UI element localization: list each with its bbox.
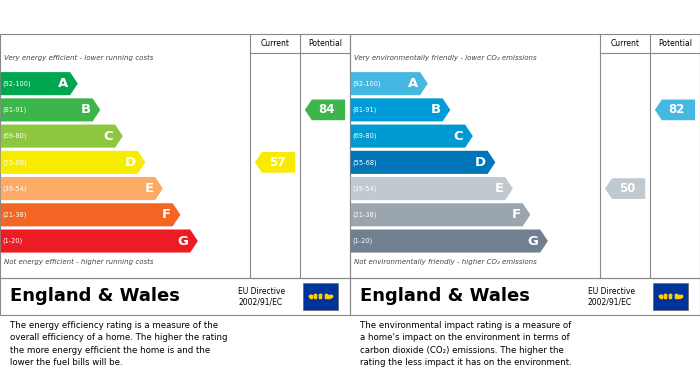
Polygon shape	[1, 98, 100, 122]
Bar	[302, 283, 337, 310]
Text: C: C	[454, 129, 463, 143]
Text: EU Directive: EU Directive	[588, 287, 635, 296]
Polygon shape	[351, 203, 531, 226]
Polygon shape	[655, 100, 695, 120]
Text: A: A	[58, 77, 69, 90]
Polygon shape	[351, 230, 548, 253]
Text: EU Directive: EU Directive	[238, 287, 285, 296]
Text: (81-91): (81-91)	[353, 107, 377, 113]
Text: Environmental Impact (CO₂) Rating: Environmental Impact (CO₂) Rating	[358, 11, 621, 24]
Text: Very environmentally friendly - lower CO₂ emissions: Very environmentally friendly - lower CO…	[354, 55, 536, 61]
Text: (1-20): (1-20)	[353, 238, 373, 244]
Text: The energy efficiency rating is a measure of the
overall efficiency of a home. T: The energy efficiency rating is a measur…	[10, 321, 228, 368]
Polygon shape	[351, 177, 513, 200]
Text: Current: Current	[610, 39, 640, 48]
Text: A: A	[408, 77, 419, 90]
Text: (92-100): (92-100)	[3, 81, 31, 87]
Polygon shape	[1, 230, 198, 253]
Text: G: G	[178, 235, 188, 248]
Polygon shape	[255, 152, 295, 173]
Polygon shape	[1, 151, 146, 174]
Text: Not energy efficient - higher running costs: Not energy efficient - higher running co…	[4, 259, 153, 265]
Text: (81-91): (81-91)	[3, 107, 27, 113]
Text: (21-38): (21-38)	[353, 212, 377, 218]
Text: C: C	[104, 129, 113, 143]
Text: (21-38): (21-38)	[3, 212, 27, 218]
Text: Potential: Potential	[308, 39, 342, 48]
Text: (39-54): (39-54)	[3, 185, 27, 192]
Text: (55-68): (55-68)	[353, 159, 377, 166]
Text: (92-100): (92-100)	[353, 81, 382, 87]
Polygon shape	[351, 151, 496, 174]
Text: Very energy efficient - lower running costs: Very energy efficient - lower running co…	[4, 55, 153, 61]
Text: (69-80): (69-80)	[3, 133, 27, 139]
Text: 84: 84	[318, 103, 335, 117]
Text: E: E	[144, 182, 153, 195]
Text: 2002/91/EC: 2002/91/EC	[588, 297, 632, 306]
Polygon shape	[1, 177, 163, 200]
Text: England & Wales: England & Wales	[10, 287, 181, 305]
Text: B: B	[430, 103, 441, 117]
Text: F: F	[162, 208, 171, 221]
Text: D: D	[475, 156, 486, 169]
Text: 57: 57	[269, 156, 285, 169]
Polygon shape	[605, 178, 645, 199]
Text: Current: Current	[260, 39, 290, 48]
Text: B: B	[80, 103, 91, 117]
Text: Not environmentally friendly - higher CO₂ emissions: Not environmentally friendly - higher CO…	[354, 259, 536, 265]
Text: (69-80): (69-80)	[353, 133, 377, 139]
Text: E: E	[494, 182, 503, 195]
Polygon shape	[351, 125, 472, 148]
Polygon shape	[1, 203, 181, 226]
Text: (1-20): (1-20)	[3, 238, 23, 244]
Text: The environmental impact rating is a measure of
a home's impact on the environme: The environmental impact rating is a mea…	[360, 321, 573, 368]
Text: 50: 50	[619, 182, 635, 195]
Polygon shape	[1, 125, 122, 148]
Text: F: F	[512, 208, 521, 221]
Polygon shape	[351, 72, 428, 95]
Text: Energy Efficiency Rating: Energy Efficiency Rating	[8, 11, 192, 24]
Text: 82: 82	[668, 103, 685, 117]
Text: (39-54): (39-54)	[353, 185, 377, 192]
Text: G: G	[528, 235, 538, 248]
Text: (55-68): (55-68)	[3, 159, 27, 166]
Text: D: D	[125, 156, 136, 169]
Bar	[652, 283, 687, 310]
Polygon shape	[351, 98, 450, 122]
Polygon shape	[305, 100, 345, 120]
Text: 2002/91/EC: 2002/91/EC	[238, 297, 282, 306]
Text: England & Wales: England & Wales	[360, 287, 531, 305]
Text: Potential: Potential	[658, 39, 692, 48]
Polygon shape	[1, 72, 78, 95]
